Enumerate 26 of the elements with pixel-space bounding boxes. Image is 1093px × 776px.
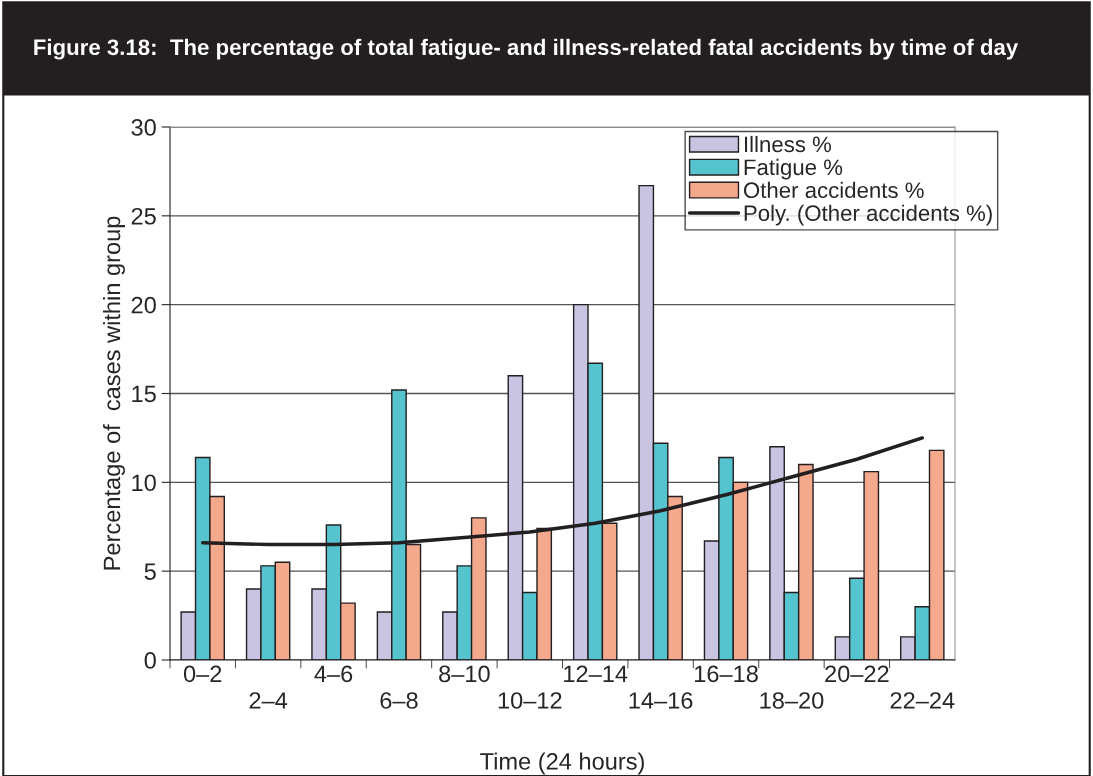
y-tick-label: 0: [144, 652, 156, 669]
x-tick-label: 20–22: [825, 665, 889, 683]
x-tick-label: 8–10: [439, 665, 490, 683]
x-tick-label: 2–4: [249, 692, 288, 709]
x-tick-label: 10–12: [498, 692, 562, 709]
legend-label: Other accidents %: [743, 181, 924, 199]
x-tick-label: 0–2: [183, 665, 222, 683]
y-axis-title: Percentage of cases within group: [102, 216, 125, 570]
y-tick-label: 5: [144, 563, 156, 580]
y-tick-label: 10: [132, 474, 156, 492]
x-tick-label: 18–20: [760, 692, 824, 709]
x-tick-label: 12–14: [564, 665, 628, 682]
y-tick-label: 30: [131, 119, 156, 136]
chart-title: Figure 3.18: The percentage of total fatigue- and illness-related fatal accidents by time of day: [34, 38, 1019, 60]
x-tick-label: 14–16: [629, 692, 693, 709]
x-axis-title: Time (24 hours): [480, 752, 644, 775]
legend-label: Fatigue %: [744, 158, 843, 180]
y-tick-label: 25: [131, 207, 156, 225]
x-tick-label: 6–8: [380, 692, 418, 709]
x-tick-label: 22–24: [890, 692, 955, 709]
x-tick-label: 16–18: [695, 665, 758, 683]
legend-label: Illness %: [744, 135, 832, 153]
legend-label: Poly. (Other accidents %): [744, 204, 992, 226]
y-tick-label: 20: [131, 296, 156, 314]
x-tick-label: 4–6: [314, 665, 353, 683]
y-tick-label: 15: [132, 385, 156, 403]
